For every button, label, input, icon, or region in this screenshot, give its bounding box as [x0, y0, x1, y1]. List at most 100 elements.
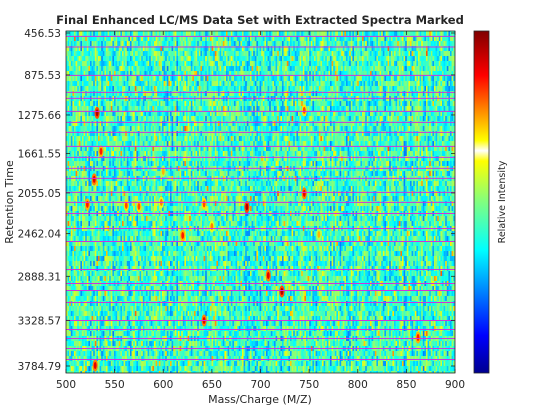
heatmap-cell: [78, 296, 81, 302]
heatmap-cell: [86, 316, 89, 322]
heatmap-cell: [80, 121, 83, 127]
heatmap-cell: [110, 136, 113, 142]
heatmap-cell: [77, 131, 80, 137]
heatmap-cell: [110, 306, 113, 312]
heatmap-cell: [125, 286, 128, 292]
heatmap-cell: [120, 101, 123, 107]
heatmap-cell: [123, 246, 126, 252]
heatmap-cell: [128, 106, 131, 112]
heatmap-cell: [107, 231, 110, 237]
heatmap-cell: [74, 246, 76, 252]
heatmap-cell: [142, 91, 145, 97]
heatmap-cell: [136, 311, 139, 317]
heatmap-cell: [142, 121, 145, 127]
heatmap-cell: [66, 141, 68, 147]
heatmap-cell: [109, 101, 112, 107]
heatmap-cell: [110, 286, 113, 292]
heatmap-cell: [91, 301, 94, 307]
heatmap-cell: [80, 301, 83, 307]
heatmap-cell: [134, 131, 137, 137]
heatmap-cell: [114, 301, 116, 307]
heatmap-cell: [83, 356, 86, 362]
heatmap-cell: [72, 341, 75, 347]
heatmap-cell: [144, 101, 147, 107]
heatmap-cell: [106, 81, 108, 87]
heatmap-cell: [96, 196, 99, 202]
heatmap-cell: [77, 121, 80, 127]
heatmap-cell: [70, 151, 73, 157]
heatmap-cell: [118, 121, 121, 127]
heatmap-cell: [72, 126, 75, 132]
heatmap-cell: [109, 256, 112, 262]
heatmap-cell: [106, 56, 108, 62]
heatmap-cell: [96, 31, 99, 37]
heatmap-cell: [67, 201, 70, 207]
heatmap-cell: [83, 231, 86, 237]
heatmap-cell: [104, 236, 107, 242]
heatmap-cell: [128, 126, 131, 132]
heatmap-cell: [123, 241, 126, 247]
heatmap-cell: [104, 251, 107, 257]
heatmap-cell: [86, 91, 89, 97]
heatmap-cell: [80, 116, 83, 122]
heatmap-cell: [72, 186, 75, 192]
heatmap-cell: [72, 286, 75, 292]
heatmap-cell: [126, 246, 129, 252]
heatmap-cell: [107, 151, 110, 157]
heatmap-cell: [109, 261, 112, 267]
heatmap-cell: [90, 151, 92, 157]
heatmap-cell: [107, 91, 110, 97]
heatmap-cell: [130, 366, 132, 372]
heatmap-cell: [131, 141, 134, 147]
heatmap-cell: [110, 31, 113, 37]
heatmap-cell: [118, 101, 121, 107]
heatmap-cell: [80, 206, 83, 212]
heatmap-cell: [117, 196, 120, 202]
heatmap-cell: [110, 296, 113, 302]
heatmap-cell: [101, 326, 104, 332]
heatmap-cell: [91, 366, 94, 372]
heatmap-cell: [130, 351, 132, 357]
heatmap-cell: [120, 36, 123, 42]
heatmap-cell: [128, 206, 131, 212]
heatmap-cell: [147, 191, 150, 197]
heatmap-cell: [133, 161, 136, 167]
heatmap-cell: [147, 136, 150, 142]
heatmap-cell: [138, 296, 140, 302]
heatmap-cell: [141, 121, 144, 127]
heatmap-cell: [85, 61, 88, 67]
heatmap-cell: [122, 201, 124, 207]
heatmap-cell: [90, 46, 92, 52]
heatmap-cell: [136, 261, 139, 267]
heatmap-cell: [112, 156, 115, 162]
heatmap-cell: [69, 296, 72, 302]
heatmap-cell: [88, 306, 91, 312]
heatmap-cell: [138, 286, 140, 292]
heatmap-cell: [102, 296, 105, 302]
heatmap-cell: [96, 341, 99, 347]
heatmap-cell: [110, 301, 113, 307]
heatmap-cell: [146, 61, 148, 67]
heatmap-cell: [107, 221, 110, 227]
heatmap-cell: [142, 366, 145, 372]
heatmap-cell: [136, 86, 139, 92]
heatmap-cell: [144, 371, 147, 373]
heatmap-cell: [115, 291, 118, 297]
heatmap-cell: [147, 321, 150, 327]
heatmap-cell: [75, 251, 78, 257]
heatmap-cell: [123, 71, 126, 77]
heatmap-cell: [101, 41, 104, 47]
heatmap-cell: [112, 221, 115, 227]
heatmap-cell: [80, 31, 83, 37]
heatmap-cell: [114, 41, 116, 47]
heatmap-cell: [123, 86, 126, 92]
heatmap-cell: [74, 171, 76, 177]
heatmap-cell: [134, 301, 137, 307]
heatmap-cell: [141, 36, 144, 42]
heatmap-cell: [146, 276, 148, 282]
heatmap-cell: [123, 316, 126, 322]
heatmap-cell: [74, 236, 76, 242]
heatmap-cell: [138, 356, 140, 362]
heatmap-cell: [75, 351, 78, 357]
heatmap-cell: [118, 41, 121, 47]
